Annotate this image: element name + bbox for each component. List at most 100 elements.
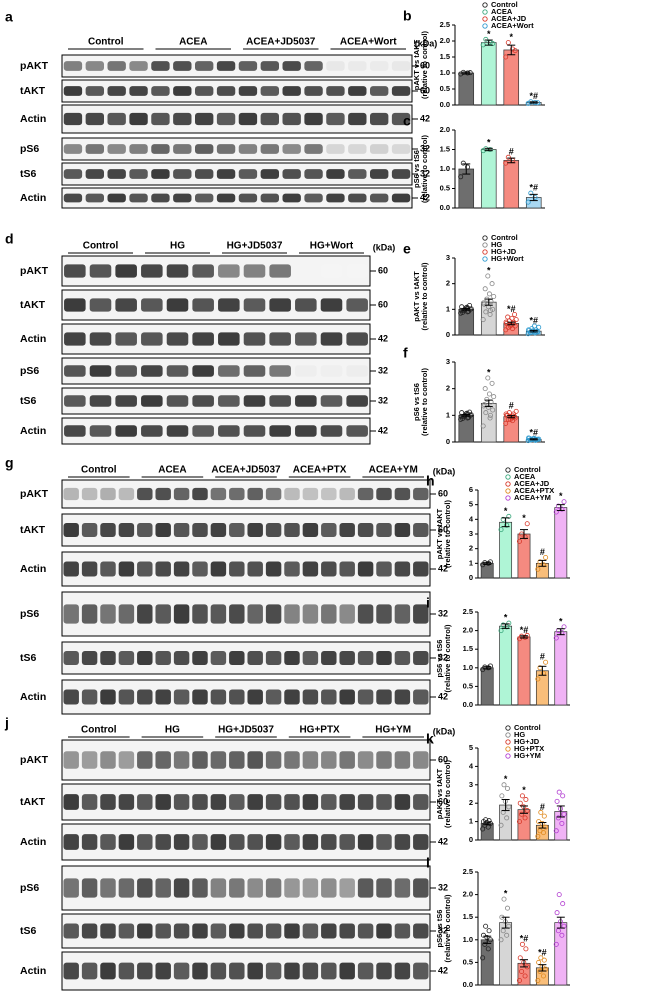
blot-band (137, 923, 153, 939)
kda-label: 32 (438, 608, 448, 618)
data-point (485, 946, 491, 952)
data-point (559, 932, 565, 938)
y-tick-label: 2 (469, 798, 473, 807)
data-point (480, 826, 486, 832)
y-tick-label: 2.5 (463, 607, 473, 616)
legend-label: Control (491, 233, 518, 242)
blot-strip (61, 513, 431, 547)
blot-band (218, 264, 240, 278)
blot-band (129, 112, 148, 126)
blot-band (192, 395, 214, 407)
y-tick-label: 2.5 (463, 867, 473, 876)
blot-band (173, 834, 190, 850)
significance-label: *# (529, 315, 538, 325)
data-point (458, 174, 464, 180)
significance-label: *# (529, 427, 538, 437)
blot-band (151, 193, 170, 203)
blot-band (216, 61, 236, 71)
group-label: HG+Wort (310, 241, 354, 252)
row-label: tS6 (20, 925, 37, 937)
y-axis-label: (relative to control) (420, 31, 429, 99)
significance-label: * (559, 491, 563, 501)
y-tick-label: 0.0 (440, 203, 450, 212)
row-label: pS6 (20, 882, 39, 894)
blot-band (295, 395, 317, 407)
blot-band (141, 298, 163, 312)
data-point (519, 811, 525, 817)
blot-band (394, 689, 411, 705)
data-point (505, 154, 511, 160)
blot-band (100, 834, 116, 850)
blot-band (63, 522, 79, 538)
blot-band (302, 522, 319, 538)
blot-band (391, 112, 411, 126)
error-bar (501, 916, 510, 929)
blot-band (63, 193, 83, 203)
blot-band (192, 834, 208, 850)
blot-band (166, 298, 189, 312)
legend-label: Control (491, 0, 518, 9)
blot-band (302, 878, 319, 898)
data-point (485, 375, 491, 381)
blot-band (247, 604, 263, 624)
blot-band (173, 61, 192, 71)
blot-band (260, 86, 279, 96)
blot-band (260, 61, 279, 71)
y-tick-label: 1.5 (440, 144, 450, 153)
bar (499, 521, 513, 579)
blot-band (216, 112, 236, 126)
blot-band (357, 604, 374, 624)
blot-band (321, 878, 337, 898)
blot-band (260, 112, 279, 126)
data-point (487, 412, 493, 418)
blot-band (218, 332, 240, 346)
blot-band (64, 298, 86, 312)
y-axis-label: pS6 vs tS6 (435, 640, 444, 678)
data-point (553, 941, 559, 947)
error-bar (520, 635, 528, 639)
blot-band (192, 962, 208, 980)
blot-band (141, 264, 163, 278)
blot-band (81, 878, 98, 898)
blot-band (64, 395, 86, 407)
kda-label: 60 (420, 85, 430, 95)
blot-band (357, 650, 374, 666)
blot-band (155, 962, 171, 980)
data-point (541, 813, 547, 819)
blot-band (151, 169, 170, 179)
blot-band (320, 425, 343, 437)
blot-band (413, 794, 429, 810)
significance-label: * (559, 616, 563, 626)
kda-label: 32 (438, 925, 448, 935)
blot-band (89, 365, 112, 377)
data-point (503, 420, 509, 426)
kda-label: 32 (438, 882, 448, 892)
row-label: Actin (20, 836, 46, 848)
kda-label: 42 (438, 691, 448, 701)
significance-label: * (487, 367, 491, 377)
blot-band (339, 923, 355, 939)
significance-label: *# (507, 304, 516, 314)
y-axis-label: (relative to control) (443, 760, 452, 828)
data-point (480, 932, 486, 938)
blot-band (282, 193, 301, 203)
blot-band (282, 86, 301, 96)
row-label: Actin (20, 691, 46, 703)
kda-label: 60 (420, 60, 430, 70)
kda-label: 42 (438, 965, 448, 975)
error-bar (538, 559, 547, 567)
data-point (459, 304, 465, 310)
data-point (555, 815, 561, 821)
blot-band (210, 794, 227, 810)
blot-band (346, 365, 368, 377)
blot-band (166, 425, 189, 437)
blot-band (247, 794, 263, 810)
blot-band (166, 332, 189, 346)
error-bar (483, 935, 492, 944)
y-tick-label: 0.0 (440, 100, 450, 109)
blot-band (151, 144, 170, 154)
group-label: ACEA+Wort (340, 37, 397, 48)
row-label: tS6 (20, 652, 37, 664)
blot-band (129, 193, 148, 203)
kda-label: 42 (378, 425, 388, 435)
